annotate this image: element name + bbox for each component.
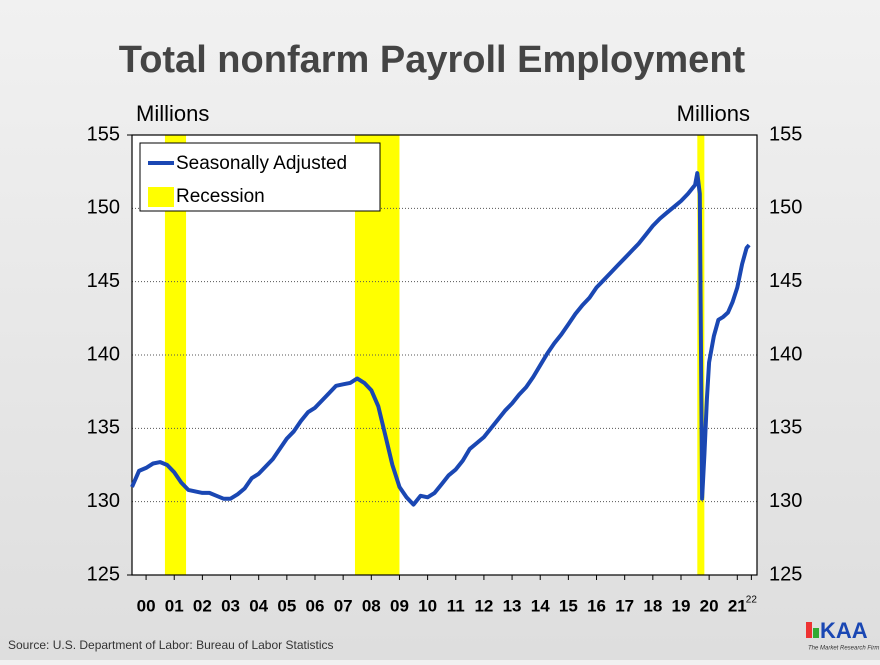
x-tick-label: 03 xyxy=(221,596,240,615)
chart-title: Total nonfarm Payroll Employment xyxy=(119,39,746,81)
y-axis-label: Millions xyxy=(136,101,209,126)
y-tick-label: 135 xyxy=(87,417,120,439)
legend-label: Seasonally Adjusted xyxy=(176,153,347,174)
y2-tick-label: 135 xyxy=(769,417,802,439)
y2-axis-label: Millions xyxy=(677,101,750,126)
logo-tagline: The Market Research Firm xyxy=(808,646,879,652)
x-tick-label: 15 xyxy=(559,596,578,615)
x-tick-label: 02 xyxy=(193,596,212,615)
y2-tick-label: 155 xyxy=(769,123,802,145)
logo-text: KAA xyxy=(820,618,868,643)
x-tick-label: 12 xyxy=(474,596,493,615)
x-tick-label: 18 xyxy=(643,596,662,615)
data-line xyxy=(130,171,751,507)
legend-box xyxy=(139,142,381,212)
x-tick-label: 14 xyxy=(531,596,550,615)
y2-tick-label: 140 xyxy=(769,343,802,365)
x-tick-label: 19 xyxy=(672,596,691,615)
y-tick-label: 155 xyxy=(87,123,120,145)
logo: KAA The Market Research Firm xyxy=(806,618,879,652)
x-tick-label: 11 xyxy=(447,596,465,615)
x-tick-label: 07 xyxy=(334,596,353,615)
legend-label: Recession xyxy=(176,186,265,207)
y-tick-label: 150 xyxy=(87,197,120,219)
y2-tick-label: 145 xyxy=(769,270,802,292)
x-tick-label: 00 xyxy=(137,596,156,615)
y-tick-label: 140 xyxy=(87,343,120,365)
x-tick-label: 20 xyxy=(700,596,719,615)
x-tick-label: 06 xyxy=(306,596,325,615)
x-tick-label: 08 xyxy=(362,596,381,615)
x-tick-label: 10 xyxy=(418,596,437,615)
logo-bar xyxy=(813,628,819,638)
recession-band xyxy=(164,135,187,575)
x-tick-label: 16 xyxy=(587,596,606,615)
y-tick-label: 125 xyxy=(87,563,120,585)
legend: Seasonally Adjusted Recession xyxy=(139,142,381,212)
y2-tick-label: 125 xyxy=(769,563,802,585)
x-tick-label: 22 xyxy=(746,595,758,606)
y-tick-label: 130 xyxy=(87,490,120,512)
logo-bar xyxy=(806,622,812,638)
source-note: Source: U.S. Department of Labor: Bureau… xyxy=(8,638,334,652)
x-tick-label: 17 xyxy=(615,596,634,615)
x-tick-label: 05 xyxy=(277,596,296,615)
x-tick-label: 21 xyxy=(728,596,747,615)
x-tick-label: 09 xyxy=(390,596,409,615)
y2-tick-label: 150 xyxy=(769,197,802,219)
legend-swatch xyxy=(148,187,174,207)
y-tick-label: 145 xyxy=(87,270,120,292)
x-tick-label: 04 xyxy=(249,596,268,615)
x-tick-label: 13 xyxy=(503,596,522,615)
y2-tick-label: 130 xyxy=(769,490,802,512)
plot-frame xyxy=(131,134,758,576)
x-tick-label: 01 xyxy=(165,596,184,615)
